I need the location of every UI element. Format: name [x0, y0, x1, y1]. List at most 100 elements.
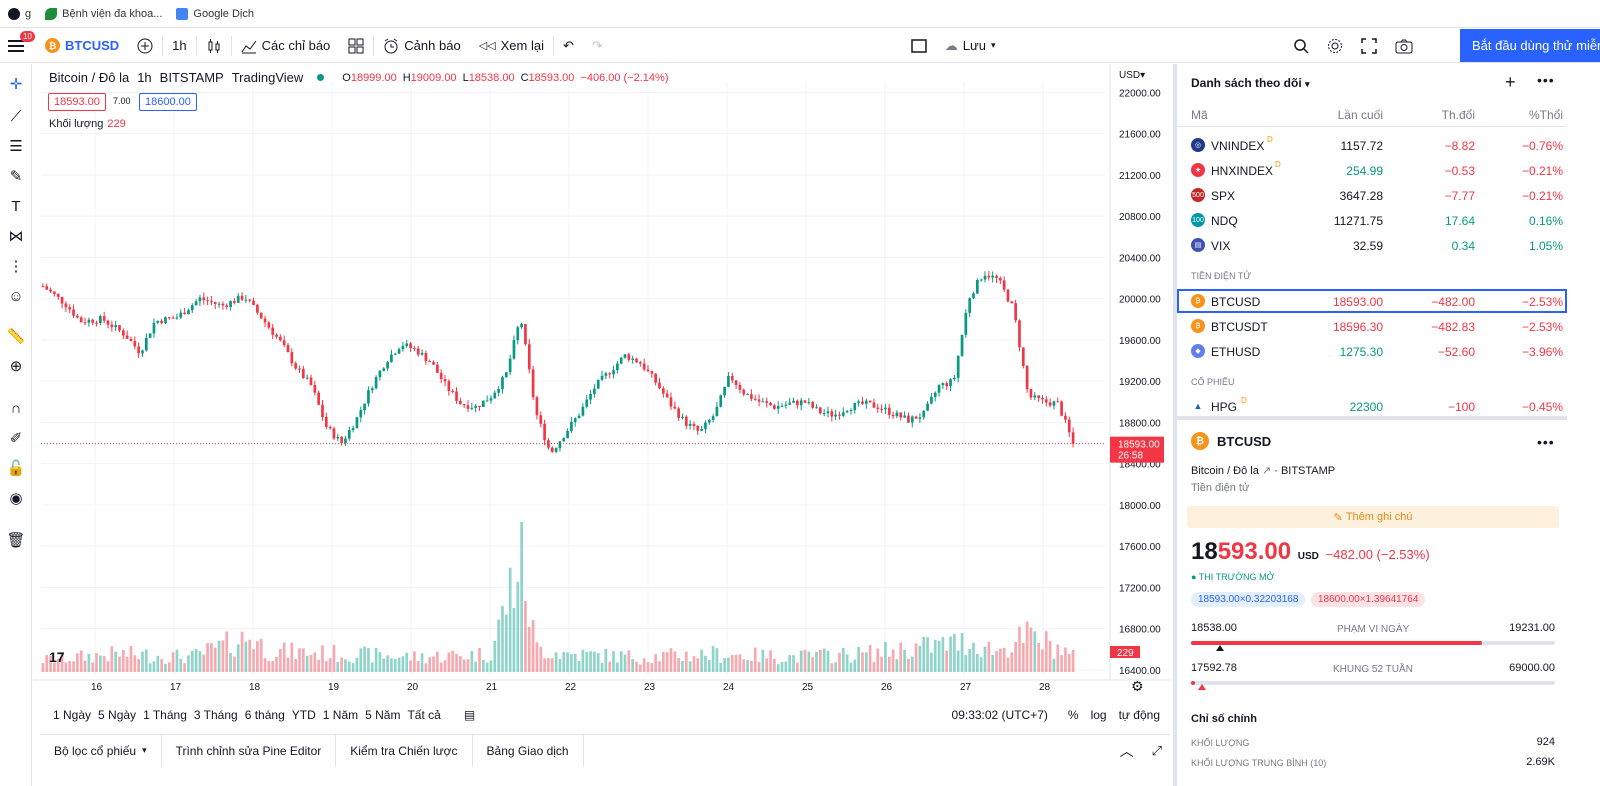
save-button[interactable]: ☁ Lưu ▾	[944, 37, 996, 54]
snapshot-button[interactable]	[1386, 29, 1422, 63]
watchlist-row-btcusdt[interactable]: ₿ BTCUSDT 18596.30 −482.83 −2.53%	[1177, 314, 1567, 339]
y-tick-label: 18800.00	[1119, 418, 1161, 429]
fullscreen-button[interactable]	[1352, 29, 1386, 63]
indicators-button[interactable]: Các chỉ báo	[232, 29, 340, 63]
brush-tool-icon[interactable]: ✎	[9, 168, 23, 185]
tf-3m[interactable]: 3 Tháng	[193, 708, 238, 722]
tf-1d[interactable]: 1 Ngày	[53, 708, 92, 722]
symbol-search-button[interactable]: ₿ BTCUSD	[36, 29, 128, 63]
col-change[interactable]: Th.đổi	[1441, 108, 1475, 122]
col-change-pct[interactable]: %Thổi	[1528, 108, 1563, 122]
percent-toggle[interactable]: %	[1067, 708, 1079, 722]
sell-price-box[interactable]: 18593.00	[48, 93, 106, 111]
col-last[interactable]: Lần cuối	[1337, 108, 1383, 122]
ruler-tool-icon[interactable]: 📏	[6, 328, 26, 345]
chart-area[interactable]: 22000.00 21600.00 21200.00 20800.00 20400.00…	[33, 64, 1170, 704]
volume-bar	[148, 663, 152, 672]
menu-button[interactable]: 10	[0, 29, 36, 63]
layouts-button[interactable]	[339, 29, 373, 63]
chart-type-button[interactable]	[197, 29, 231, 63]
tab-pine-editor[interactable]: Trình chỉnh sửa Pine Editor	[162, 734, 337, 767]
more-icon[interactable]: •••	[1537, 72, 1555, 88]
buy-price-box[interactable]: 18600.00	[139, 93, 197, 111]
tab-screener[interactable]: Bộ lọc cổ phiếu ▾	[40, 734, 162, 767]
fib-tool-icon[interactable]: ☰	[9, 138, 23, 155]
tf-ytd[interactable]: YTD	[291, 708, 316, 722]
candle	[968, 298, 972, 313]
undo-button[interactable]: ↶	[554, 29, 583, 63]
hpg-logo-icon: ▲	[1191, 399, 1205, 413]
prediction-tool-icon[interactable]: ⋮	[8, 258, 24, 275]
watchlist-row-ethusd[interactable]: ◆ ETHUSD 1275.30 −52.60 −3.96%	[1177, 339, 1567, 364]
lock-drawing-tool-icon[interactable]: ✐	[9, 430, 23, 447]
text-tool-icon[interactable]: T	[11, 197, 21, 215]
divider	[1177, 126, 1567, 127]
magnet-tool-icon[interactable]: ∩	[10, 399, 22, 417]
log-toggle[interactable]: log	[1090, 708, 1107, 722]
volume-bar	[589, 651, 592, 672]
redo-button[interactable]: ↷	[583, 29, 612, 63]
volume-bar	[811, 657, 815, 672]
bookmark-g[interactable]: g	[8, 7, 31, 20]
emoji-tool-icon[interactable]: ☺	[8, 287, 24, 305]
watchlist-row-spx[interactable]: 500 SPX 3647.28 −7.77 −0.21%	[1191, 188, 1563, 203]
details-symbol[interactable]: BTCUSD	[1217, 434, 1272, 449]
volume-bar	[489, 660, 493, 672]
tf-1m[interactable]: 1 Tháng	[143, 708, 187, 722]
add-note-button[interactable]: ✎ Thêm ghi chú	[1187, 506, 1559, 528]
tf-all[interactable]: Tất cả	[407, 708, 441, 722]
section-crypto[interactable]: TIỀN ĐIỆN TỬ	[1191, 271, 1252, 281]
tf-6m[interactable]: 6 tháng	[244, 708, 285, 722]
price-chart[interactable]: 22000.00 21600.00 21200.00 20800.00 20400.00…	[33, 64, 1170, 704]
date-range-icon[interactable]: ▤	[463, 708, 476, 722]
interval-button[interactable]: 1h	[172, 38, 187, 53]
candle	[194, 301, 198, 306]
countdown-label: 26:58	[1118, 451, 1143, 462]
settings-button[interactable]	[1318, 29, 1352, 63]
tf-1y[interactable]: 1 Năm	[322, 708, 359, 722]
crosshair-tool-icon[interactable]: ✛	[9, 76, 23, 93]
tab-trading-panel[interactable]: Bảng Giao dịch	[473, 734, 584, 767]
volume-bar	[470, 650, 474, 672]
zoom-in-tool-icon[interactable]: ⊕	[9, 358, 23, 375]
start-trial-button[interactable]: Bắt đầu dùng thử miễn	[1460, 29, 1600, 62]
watchlist-title[interactable]: Danh sách theo dõi ▾	[1191, 76, 1310, 90]
volume-bar	[681, 661, 684, 672]
unlock-icon[interactable]: 🔓	[6, 460, 26, 477]
watchlist-row-hpg[interactable]: ▲ HPG D 22300 −100 −0.45%	[1177, 394, 1567, 419]
auto-toggle[interactable]: tự động	[1118, 708, 1160, 722]
candle	[439, 372, 443, 380]
trendline-tool-icon[interactable]: ⟋	[10, 107, 22, 125]
candle	[673, 406, 677, 409]
tf-5y[interactable]: 5 Năm	[365, 708, 401, 722]
maximize-icon[interactable]: ⤢	[1151, 742, 1162, 758]
tab-strategy-tester[interactable]: Kiểm tra Chiến lược	[336, 734, 473, 767]
pattern-tool-icon[interactable]: ⋈	[8, 228, 24, 245]
watchlist-row-ndq[interactable]: 100 NDQ 11271.75 17.64 0.16%	[1191, 213, 1563, 228]
search-icon	[1294, 38, 1310, 54]
eye-icon[interactable]: ◉	[9, 490, 23, 507]
compare-button[interactable]	[128, 29, 162, 63]
watchlist-row-hnxindex[interactable]: ★ HNXINDEX D 254.99 −0.53 −0.21%	[1177, 158, 1567, 183]
watchlist-row-vnindex[interactable]: ◎ VNINDEX D 1157.72 −8.82 −0.76%	[1177, 133, 1567, 158]
replay-button[interactable]: ◁◁ Xem lại	[478, 38, 544, 53]
candle	[776, 405, 780, 409]
more-icon[interactable]: •••	[1537, 434, 1555, 450]
volume-bar	[930, 652, 933, 672]
add-symbol-icon[interactable]: +	[1505, 72, 1516, 92]
search-button[interactable]	[1284, 29, 1318, 63]
trash-icon[interactable]: 🗑	[6, 532, 26, 549]
alerts-button[interactable]: Cảnh báo	[374, 29, 469, 63]
tf-5d[interactable]: 5 Ngày	[98, 708, 137, 722]
candle	[1048, 402, 1052, 406]
bookmark-google-translate[interactable]: Google Dịch	[176, 7, 254, 20]
watchlist-row-btcusd[interactable]: ₿ BTCUSD 18593.00 −482.00 −2.53%	[1177, 289, 1567, 313]
layout-toggle[interactable]	[902, 29, 936, 63]
clock-time[interactable]: 09:33:02 (UTC+7)	[951, 708, 1048, 722]
col-symbol[interactable]: Mã	[1191, 108, 1208, 122]
watchlist-row-vix[interactable]: ▤ VIX 32.59 0.34 1.05%	[1177, 233, 1567, 258]
key-stats-title[interactable]: Chỉ số chính	[1191, 713, 1257, 725]
section-stocks[interactable]: CỔ PHIẾU	[1191, 377, 1235, 387]
collapse-up-icon[interactable]: ︿	[1119, 742, 1134, 759]
bookmark-hospital[interactable]: Bệnh viện đa khoa...	[45, 7, 162, 20]
